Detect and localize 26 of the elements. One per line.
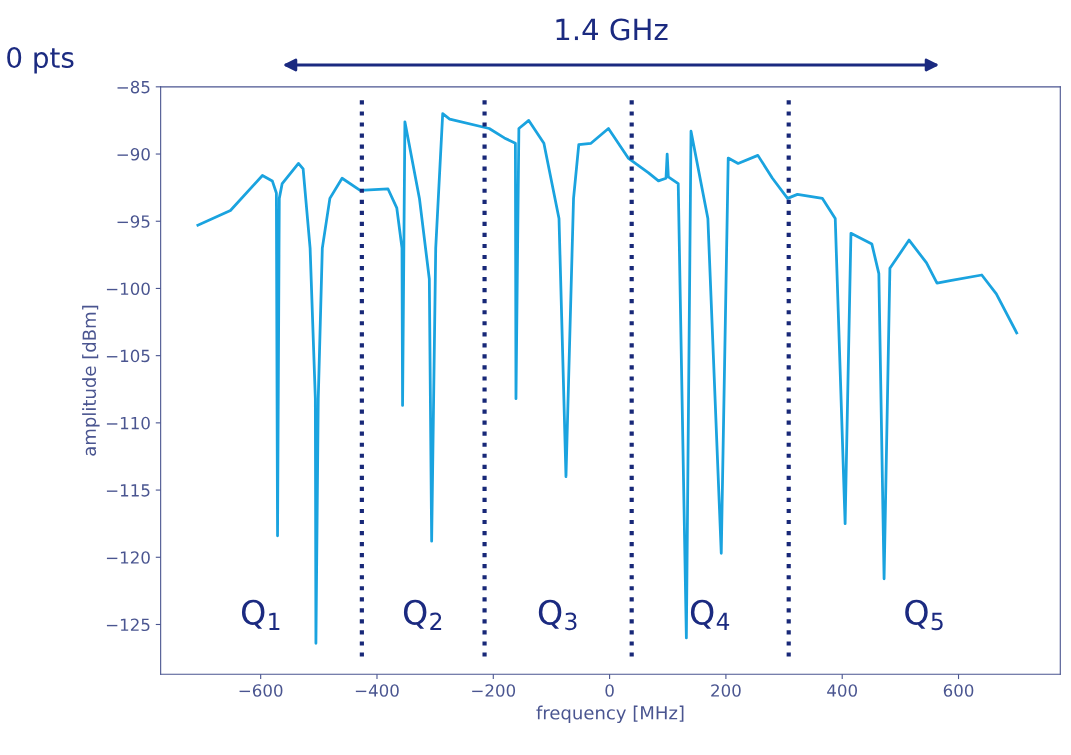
y-axis-title: amplitude [dBm]	[82, 305, 100, 456]
x-axis-title: frequency [MHz]	[536, 705, 684, 724]
y-tick-label: −125	[106, 618, 150, 632]
annotation: Q$_{5}$	[905, 599, 943, 631]
y-tick-label: −85	[117, 80, 150, 94]
y-tick-label: −105	[106, 349, 150, 363]
y-tick-label: −120	[106, 551, 150, 564]
x-tick-label: −400	[355, 684, 399, 697]
text: 0 pts	[7, 47, 74, 74]
x-tick-label: 400	[827, 684, 858, 697]
line-series	[196, 112, 1019, 645]
y-tick-label: −115	[106, 484, 150, 497]
annotation: Q$_{1}$	[241, 599, 280, 630]
text: 1.4 GHz	[556, 18, 668, 41]
x-tick-label: 0	[605, 684, 614, 697]
x-tick-label: −600	[239, 684, 283, 697]
y-tick-label: −110	[106, 416, 150, 430]
x-tick-label: −200	[472, 684, 516, 697]
y-tick-label: −100	[106, 282, 150, 296]
y-tick-label: −90	[117, 147, 150, 161]
annotation: Q$_{4}$	[690, 599, 730, 630]
y-tick-label: −95	[117, 215, 150, 228]
x-tick-label: 600	[943, 684, 974, 697]
annotation: Q$_{3}$	[538, 599, 577, 631]
annotation: Q$_{2}$	[403, 599, 442, 630]
x-tick-label: 200	[711, 684, 741, 697]
